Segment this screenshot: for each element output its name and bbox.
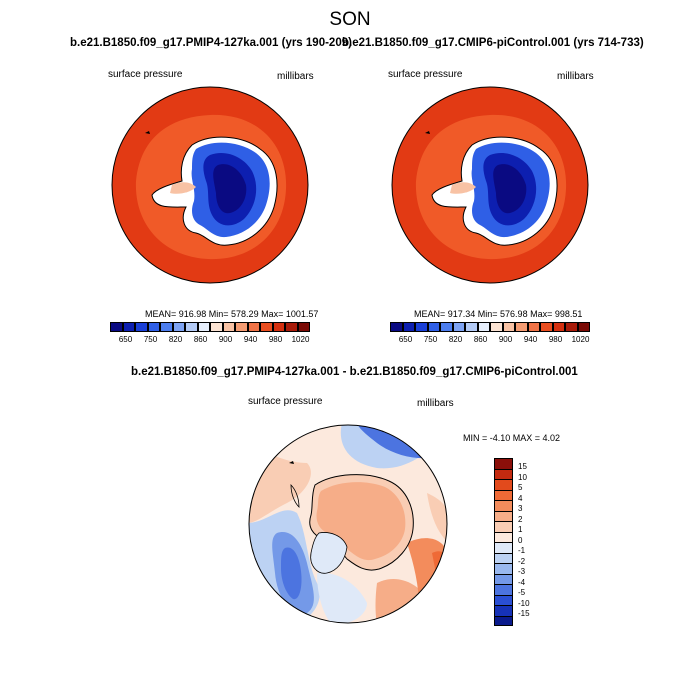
- difference-units-label: millibars: [417, 398, 454, 409]
- panel-2-title: b.e21.B1850.f09_g17.CMIP6-piControl.001 …: [342, 37, 644, 49]
- colorbar-swatch: [110, 322, 123, 332]
- colorbar-panel-2: 650 750 820 860 900 940 980 1020: [390, 322, 590, 344]
- panel-2-variable-label: surface pressure: [388, 69, 463, 80]
- colorbar-swatch: [552, 322, 565, 332]
- colorbar-level-label: 10: [518, 472, 527, 482]
- colorbar-tick-label: 860: [193, 335, 208, 344]
- colorbar-tick-label: 1020: [571, 335, 590, 344]
- colorbar-tick-label: 940: [243, 335, 258, 344]
- colorbar-swatch: [160, 322, 173, 332]
- panel-2-stats: MEAN= 917.34 Min= 576.98 Max= 998.51: [414, 309, 583, 319]
- colorbar-swatch: [440, 322, 453, 332]
- colorbar-tick-label: 820: [448, 335, 463, 344]
- colorbar-swatch: [494, 458, 513, 469]
- colorbar-swatch: [197, 322, 210, 332]
- colorbar-swatch: [477, 322, 490, 332]
- colorbar-swatch: [390, 322, 403, 332]
- colorbar-tick-label: 900: [498, 335, 513, 344]
- colorbar-swatch: [565, 322, 578, 332]
- colorbar-tick-label: 940: [523, 335, 538, 344]
- colorbar-swatch: [494, 500, 513, 511]
- colorbar-swatch: [494, 521, 513, 532]
- difference-title: b.e21.B1850.f09_g17.PMIP4-127ka.001 - b.…: [131, 366, 578, 378]
- colorbar-swatch: [147, 322, 160, 332]
- colorbar-swatch: [185, 322, 198, 332]
- colorbar-swatch: [122, 322, 135, 332]
- colorbar-swatch: [494, 584, 513, 595]
- colorbar-swatch: [494, 552, 513, 563]
- colorbar-swatch: [494, 489, 513, 500]
- colorbar-swatch: [210, 322, 223, 332]
- colorbar-swatch: [260, 322, 273, 332]
- map-panel-2: [391, 86, 589, 284]
- colorbar-swatch: [494, 563, 513, 574]
- colorbar-swatch: [427, 322, 440, 332]
- colorbar-swatch: [490, 322, 503, 332]
- colorbar-swatch: [502, 322, 515, 332]
- colorbar-level-label: -5: [518, 588, 526, 597]
- colorbar-tick-label: 860: [473, 335, 488, 344]
- colorbar-level-label: 5: [518, 483, 523, 492]
- difference-stats: MIN = -4.10 MAX = 4.02: [463, 433, 561, 443]
- difference-variable-label: surface pressure: [248, 396, 323, 407]
- colorbar-swatch: [285, 322, 298, 332]
- colorbar-swatch: [402, 322, 415, 332]
- colorbar-tick-label: 820: [168, 335, 183, 344]
- colorbar-swatch: [515, 322, 528, 332]
- colorbar-swatch: [172, 322, 185, 332]
- difference-map: [248, 424, 448, 624]
- colorbar-level-label: -1: [518, 546, 526, 555]
- colorbar-swatch: [297, 322, 310, 332]
- colorbar-tick-label: 900: [218, 335, 233, 344]
- colorbar-level-label: 3: [518, 504, 523, 513]
- colorbar-level-label: 15: [518, 462, 527, 471]
- colorbar-tick-label: 750: [143, 335, 158, 344]
- colorbar-level-label: -4: [518, 577, 526, 587]
- panel-2-units-label: millibars: [557, 71, 594, 82]
- difference-colorbar: [494, 458, 513, 626]
- colorbar-swatch: [494, 605, 513, 616]
- panel-1-stats: MEAN= 916.98 Min= 578.29 Max= 1001.57: [145, 309, 319, 319]
- colorbar-swatch: [452, 322, 465, 332]
- colorbar-swatch: [235, 322, 248, 332]
- colorbar-swatch: [494, 479, 513, 490]
- colorbar-tick-label: 980: [548, 335, 563, 344]
- colorbar-level-label: -15: [518, 609, 530, 618]
- colorbar-level-label: 0: [518, 535, 523, 545]
- colorbar-swatch: [494, 510, 513, 521]
- colorbar-swatch: [540, 322, 553, 332]
- colorbar-swatch: [135, 322, 148, 332]
- colorbar-swatch: [494, 594, 513, 605]
- colorbar-level-label: 2: [518, 514, 523, 524]
- colorbar-swatch: [527, 322, 540, 332]
- colorbar-swatch: [494, 573, 513, 584]
- colorbar-swatch: [272, 322, 285, 332]
- colorbar-swatch: [222, 322, 235, 332]
- colorbar-tick-label: 1020: [291, 335, 310, 344]
- colorbar-level-label: -2: [518, 556, 526, 566]
- colorbar-level-label: -3: [518, 567, 526, 576]
- colorbar-level-label: 4: [518, 493, 523, 503]
- main-title: SON: [329, 9, 371, 30]
- panel-1-title: b.e21.B1850.f09_g17.PMIP4-127ka.001 (yrs…: [70, 37, 352, 49]
- colorbar-swatch: [247, 322, 260, 332]
- colorbar-swatch: [494, 542, 513, 553]
- colorbar-swatch: [494, 531, 513, 542]
- colorbar-level-label: 1: [518, 525, 523, 534]
- colorbar-tick-label: 980: [268, 335, 283, 344]
- colorbar-tick-label: 750: [423, 335, 438, 344]
- colorbar-swatch: [494, 615, 513, 626]
- map-panel-1: [111, 86, 309, 284]
- colorbar-swatch: [577, 322, 590, 332]
- colorbar-swatch: [494, 468, 513, 479]
- colorbar-swatch: [465, 322, 478, 332]
- colorbar-tick-label: 650: [118, 335, 133, 344]
- panel-1-variable-label: surface pressure: [108, 69, 183, 80]
- panel-1-units-label: millibars: [277, 71, 314, 82]
- colorbar-swatch: [415, 322, 428, 332]
- colorbar-panel-1: 650 750 820 860 900 940 980 1020: [110, 322, 310, 344]
- colorbar-level-label: -10: [518, 598, 530, 608]
- colorbar-tick-label: 650: [398, 335, 413, 344]
